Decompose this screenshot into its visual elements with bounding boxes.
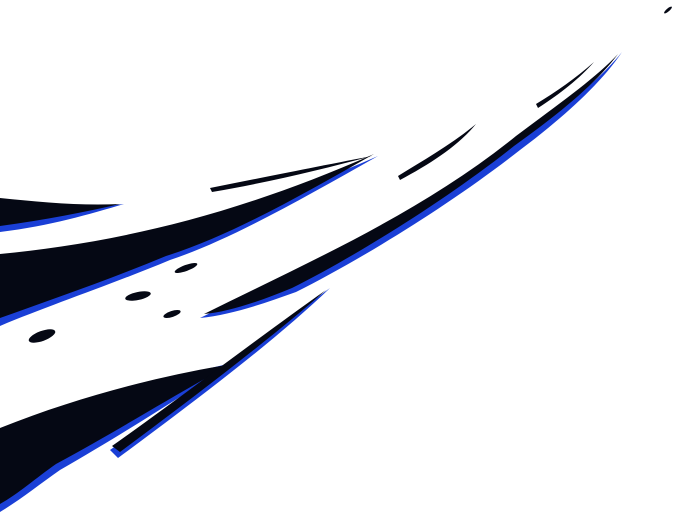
stroke-long: [0, 154, 374, 318]
blob: [28, 329, 56, 343]
blob: [174, 263, 198, 273]
stroke-right-thin: [536, 62, 594, 108]
stroke-upper-thin: [210, 156, 372, 192]
stroke-mid-thin: [398, 124, 476, 180]
black-strokes: [0, 6, 672, 504]
blob: [125, 291, 151, 301]
stroke-top-left: [0, 198, 120, 226]
stroke-bottom: [0, 364, 232, 504]
blob: [664, 6, 672, 14]
stroke-bottom-thin: [112, 290, 326, 452]
blob: [163, 310, 181, 318]
